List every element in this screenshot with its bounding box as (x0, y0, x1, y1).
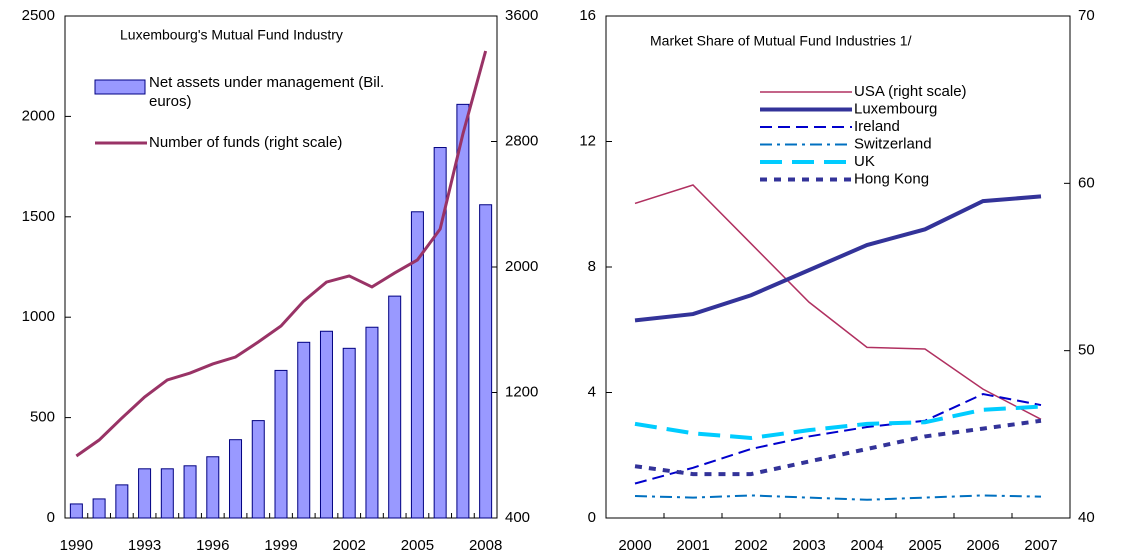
line (75, 50, 488, 458)
x-tick-label: 2003 (792, 537, 825, 554)
x-tick-label: 2006 (966, 537, 999, 554)
y-tick-label: 2000 (22, 107, 55, 124)
x-tick-label: 2005 (401, 537, 434, 554)
y2-tick-label: 50 (1078, 342, 1095, 359)
bar (229, 439, 243, 519)
bar (410, 211, 424, 519)
y2-tick-label: 2000 (505, 258, 538, 275)
x-tick-label: 2001 (676, 537, 709, 554)
line (634, 194, 1042, 323)
y-tick-label: 1000 (22, 308, 55, 325)
legend-label: UK (854, 153, 875, 170)
bar (388, 295, 402, 519)
legend-label: Switzerland (854, 135, 932, 152)
line (634, 494, 1042, 501)
y-tick-label: 8 (588, 258, 596, 275)
chart-title: Market Share of Mutual Fund Industries 1… (650, 33, 912, 49)
legend-label: Hong Kong (854, 170, 929, 187)
legend-label: USA (right scale) (854, 83, 967, 100)
bar (251, 420, 265, 519)
x-tick-label: 2007 (1024, 537, 1057, 554)
x-tick-label: 2004 (850, 537, 883, 554)
legend-label: Luxembourg (854, 100, 937, 117)
bar (433, 147, 447, 519)
bar (92, 498, 106, 519)
legend-label: Ireland (854, 118, 900, 135)
y2-tick-label: 70 (1078, 7, 1095, 24)
y-tick-label: 0 (588, 509, 596, 526)
line (634, 184, 1042, 420)
bar (206, 456, 220, 519)
y-tick-label: 12 (579, 132, 596, 149)
y-tick-label: 1500 (22, 208, 55, 225)
y-tick-label: 2500 (22, 7, 55, 24)
y2-tick-label: 40 (1078, 509, 1095, 526)
bar (115, 484, 129, 519)
x-tick-label: 1996 (196, 537, 229, 554)
y-tick-label: 500 (30, 409, 55, 426)
legend-label: Net assets under management (Bil. euros) (149, 74, 385, 110)
bar (297, 341, 311, 519)
y-tick-label: 4 (588, 383, 596, 400)
x-tick-label: 1999 (264, 537, 297, 554)
x-tick-label: 2005 (908, 537, 941, 554)
y-tick-label: 16 (579, 7, 596, 24)
y2-tick-label: 60 (1078, 174, 1095, 191)
x-tick-label: 2000 (618, 537, 651, 554)
bar (479, 204, 493, 519)
bar (319, 330, 333, 519)
line (634, 393, 1042, 485)
bar (456, 103, 470, 519)
bar (342, 347, 356, 519)
x-tick-label: 1990 (60, 537, 93, 554)
x-tick-label: 2008 (469, 537, 502, 554)
line (634, 404, 1042, 441)
y2-tick-label: 400 (505, 509, 530, 526)
y2-tick-label: 3600 (505, 7, 538, 24)
legend-swatch (94, 79, 146, 95)
y2-tick-label: 2800 (505, 132, 538, 149)
x-tick-label: 2002 (333, 537, 366, 554)
bar (160, 468, 174, 519)
bar (183, 465, 197, 519)
x-tick-label: 1993 (128, 537, 161, 554)
chart-title: Luxembourg's Mutual Fund Industry (120, 27, 343, 43)
y-tick-label: 0 (47, 509, 55, 526)
y2-tick-label: 1200 (505, 383, 538, 400)
x-tick-label: 2002 (734, 537, 767, 554)
bar (365, 326, 379, 519)
bar (69, 503, 83, 519)
bar (274, 369, 288, 519)
bar (138, 468, 152, 519)
legend-label: Number of funds (right scale) (149, 134, 343, 151)
